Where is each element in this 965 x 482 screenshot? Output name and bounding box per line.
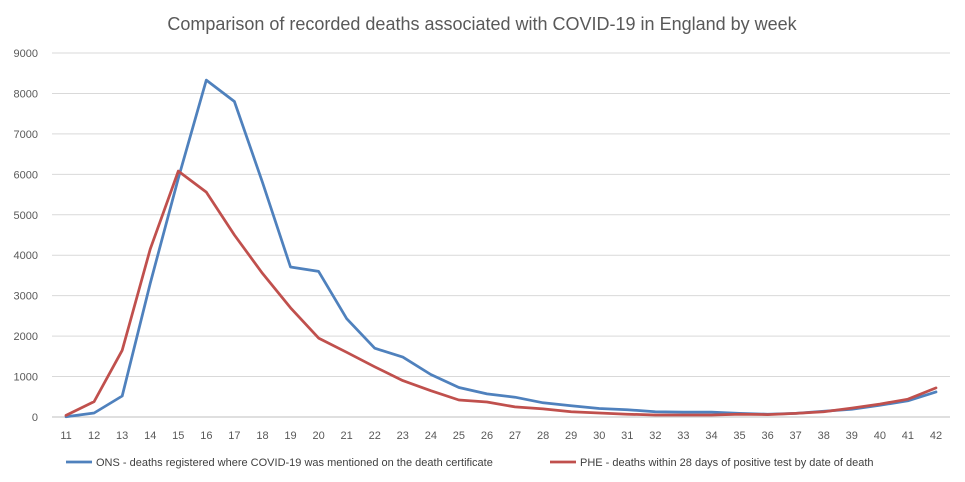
x-tick-label: 19 xyxy=(284,430,296,442)
series-lines xyxy=(64,78,938,419)
y-tick-label: 5000 xyxy=(14,210,38,222)
y-tick-label: 8000 xyxy=(14,88,38,100)
x-tick-label: 28 xyxy=(537,430,549,442)
chart-title: Comparison of recorded deaths associated… xyxy=(167,14,797,34)
x-tick-label: 40 xyxy=(874,430,886,442)
series-line-ons xyxy=(64,78,938,419)
x-tick-label: 32 xyxy=(649,430,661,442)
x-tick-label: 26 xyxy=(481,430,493,442)
x-tick-label: 38 xyxy=(818,430,830,442)
series-line-phe xyxy=(64,169,938,417)
x-tick-label: 39 xyxy=(846,430,858,442)
x-tick-label: 29 xyxy=(565,430,577,442)
x-tick-label: 33 xyxy=(677,430,689,442)
x-axis-ticks: 11 12 13 14 15 16 17 18 19 20 21 22 23 24 25 26 27 28 29 30… xyxy=(60,430,942,442)
y-tick-label: 1000 xyxy=(14,372,38,384)
y-axis-ticks: 0 1000 2000 3000 4000 5000 6000 7000 8000 9000 xyxy=(14,48,38,424)
x-tick-label: 27 xyxy=(509,430,521,442)
x-tick-label: 14 xyxy=(144,430,156,442)
grid xyxy=(52,52,950,418)
x-tick-label: 30 xyxy=(593,430,605,442)
x-tick-label: 13 xyxy=(116,430,128,442)
x-tick-label: 22 xyxy=(369,430,381,442)
x-tick-label: 21 xyxy=(341,430,353,442)
x-tick-label: 15 xyxy=(172,430,184,442)
y-tick-label: 2000 xyxy=(14,331,38,343)
y-tick-label: 4000 xyxy=(14,250,38,262)
x-tick-label: 34 xyxy=(705,430,717,442)
y-tick-label: 7000 xyxy=(14,129,38,141)
x-tick-label: 18 xyxy=(256,430,268,442)
x-tick-label: 41 xyxy=(902,430,914,442)
x-tick-label: 20 xyxy=(312,430,324,442)
x-tick-label: 35 xyxy=(733,430,745,442)
x-tick-label: 23 xyxy=(397,430,409,442)
legend-label: ONS - deaths registered where COVID-19 w… xyxy=(96,457,493,469)
y-tick-label: 0 xyxy=(32,412,38,424)
y-tick-label: 3000 xyxy=(14,291,38,303)
y-tick-label: 6000 xyxy=(14,169,38,181)
x-tick-label: 17 xyxy=(228,430,240,442)
x-tick-label: 31 xyxy=(621,430,633,442)
x-tick-label: 12 xyxy=(88,430,100,442)
x-tick-label: 11 xyxy=(60,430,71,442)
x-tick-label: 42 xyxy=(930,430,942,442)
legend-label: PHE - deaths within 28 days of positive … xyxy=(580,457,874,469)
legend: ONS - deaths registered where COVID-19 w… xyxy=(66,457,874,469)
x-tick-label: 25 xyxy=(453,430,465,442)
x-tick-label: 37 xyxy=(790,430,802,442)
y-tick-label: 9000 xyxy=(14,48,38,60)
x-tick-label: 36 xyxy=(761,430,773,442)
x-tick-label: 16 xyxy=(200,430,212,442)
x-tick-label: 24 xyxy=(425,430,437,442)
